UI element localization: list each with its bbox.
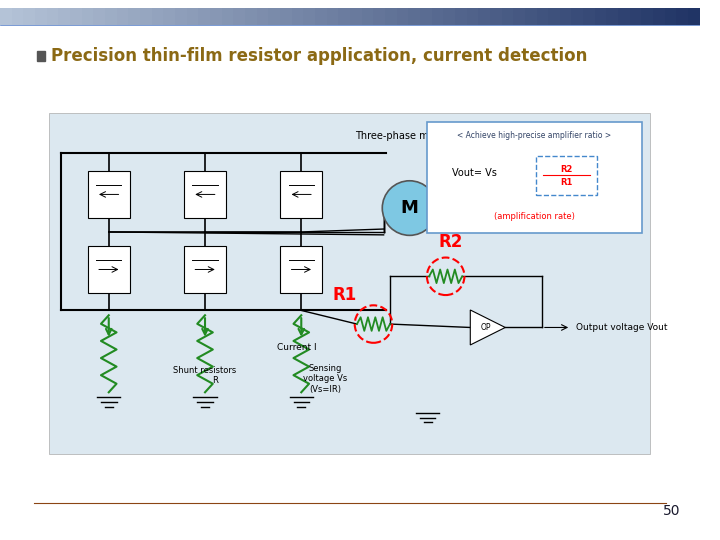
Bar (0, 8, 13, 25)
Bar (548, 8, 561, 25)
Text: Precision thin-film resistor application, current detection: Precision thin-film resistor application… (50, 46, 587, 65)
Bar (175, 8, 188, 25)
Text: (amplification rate): (amplification rate) (494, 212, 575, 221)
Bar (280, 171, 323, 218)
Bar (184, 246, 226, 293)
Text: R2: R2 (438, 233, 463, 251)
Bar (58, 8, 71, 25)
Bar (583, 8, 595, 25)
Bar (397, 8, 409, 25)
Bar (560, 8, 572, 25)
Bar (653, 8, 666, 25)
Text: Sensing
voltage Vs
(Vs=IR): Sensing voltage Vs (Vs=IR) (303, 364, 348, 394)
Text: Shunt resistors
        R: Shunt resistors R (174, 366, 237, 385)
Bar (338, 8, 351, 25)
Bar (536, 8, 549, 25)
Bar (677, 8, 689, 25)
Bar (292, 8, 305, 25)
Bar (210, 8, 222, 25)
Text: R1: R1 (332, 286, 356, 304)
Bar (428, 194, 442, 222)
Text: Three-phase motor: Three-phase motor (355, 131, 448, 141)
Bar (373, 8, 386, 25)
Text: < Achieve high-precise amplifier ratio >: < Achieve high-precise amplifier ratio > (457, 131, 611, 140)
Bar (140, 8, 153, 25)
Bar (630, 8, 642, 25)
Bar (280, 8, 292, 25)
Text: Vout= Vs: Vout= Vs (452, 168, 497, 178)
Bar (128, 8, 141, 25)
Bar (186, 8, 199, 25)
FancyBboxPatch shape (536, 156, 598, 195)
Bar (37, 51, 45, 61)
Bar (525, 8, 537, 25)
Bar (198, 8, 211, 25)
Bar (455, 8, 467, 25)
Bar (420, 8, 433, 25)
Bar (269, 8, 281, 25)
Bar (478, 8, 491, 25)
Bar (688, 8, 701, 25)
Bar (256, 8, 269, 25)
Bar (47, 8, 59, 25)
Bar (327, 8, 339, 25)
Bar (665, 8, 678, 25)
Bar (233, 8, 246, 25)
Bar (81, 8, 94, 25)
Bar (572, 8, 584, 25)
Bar (280, 246, 323, 293)
Circle shape (382, 181, 437, 235)
Text: M: M (400, 199, 418, 217)
Bar (385, 8, 397, 25)
Bar (222, 8, 234, 25)
Bar (467, 8, 479, 25)
Text: Output voltage Vout: Output voltage Vout (576, 323, 667, 332)
Bar (642, 8, 654, 25)
Bar (513, 8, 526, 25)
Polygon shape (470, 310, 505, 345)
Bar (23, 8, 36, 25)
Bar (105, 8, 117, 25)
Bar (408, 8, 421, 25)
Text: OP: OP (480, 323, 491, 332)
Bar (163, 8, 176, 25)
Bar (618, 8, 631, 25)
Bar (606, 8, 619, 25)
Bar (94, 8, 106, 25)
Text: Current I: Current I (277, 343, 317, 353)
Bar (444, 8, 456, 25)
Bar (490, 8, 503, 25)
Text: 50: 50 (663, 504, 680, 518)
Bar (117, 8, 130, 25)
Bar (303, 8, 316, 25)
Bar (70, 8, 83, 25)
Bar (350, 8, 363, 25)
FancyBboxPatch shape (427, 122, 642, 233)
Bar (88, 246, 130, 293)
Bar (35, 8, 48, 25)
Bar (595, 8, 608, 25)
Bar (431, 8, 444, 25)
Bar (12, 8, 24, 25)
Text: R2: R2 (560, 165, 572, 174)
Bar (502, 8, 514, 25)
Bar (48, 112, 650, 454)
Bar (152, 8, 164, 25)
Bar (245, 8, 258, 25)
Bar (88, 171, 130, 218)
Bar (184, 171, 226, 218)
Bar (315, 8, 328, 25)
Text: R1: R1 (560, 178, 572, 187)
Bar (361, 8, 374, 25)
